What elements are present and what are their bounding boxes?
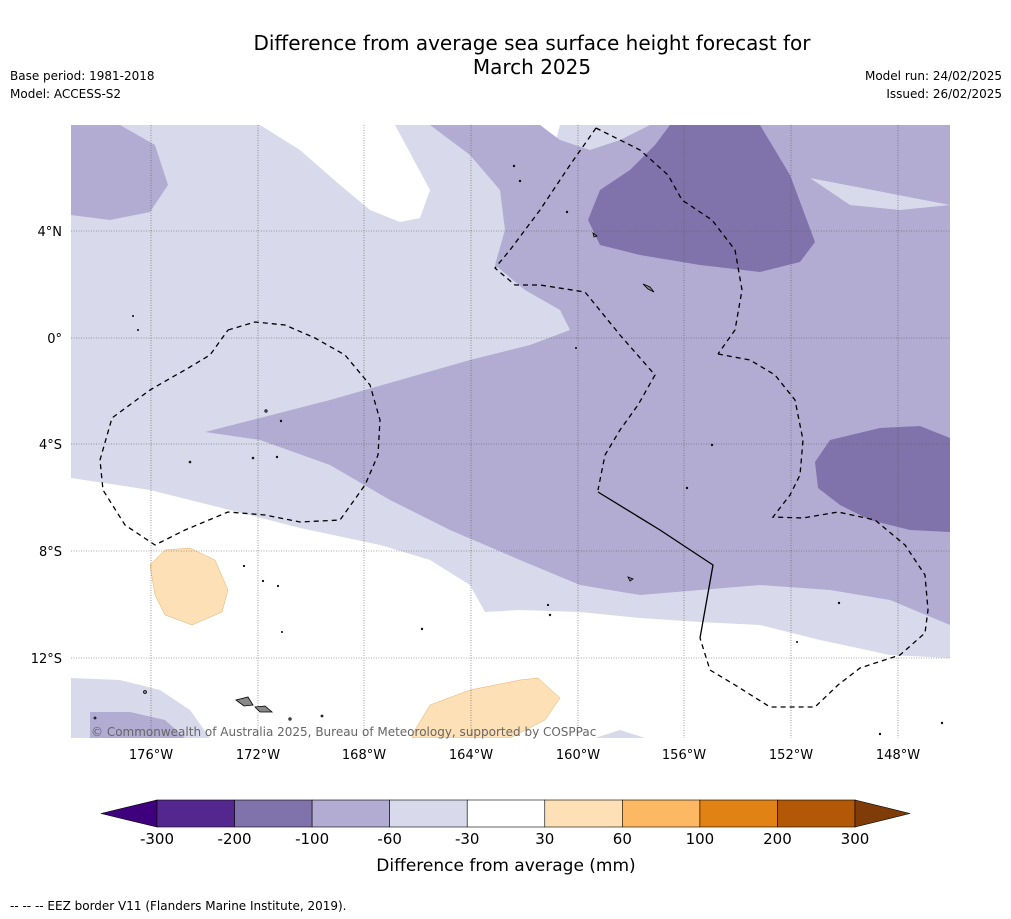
colorbar-tick-label: -60: [377, 830, 402, 848]
eez-borders: [99, 127, 929, 708]
lon-label-156w: 156°W: [662, 748, 706, 763]
map-title-line-2: March 2025: [472, 55, 592, 79]
eez-solid-border: [597, 491, 714, 639]
meta-right: Model run: 24/02/2025 Issued: 26/02/2025: [865, 67, 1002, 103]
lat-label-0: 0°: [47, 332, 62, 347]
colorbar-segment: [544, 799, 623, 828]
colorbar-tick-label: -300: [140, 830, 174, 848]
meta-left: Base period: 1981-2018 Model: ACCESS-S2: [10, 67, 155, 103]
islands: [93, 164, 944, 736]
lon-label-176w: 176°W: [129, 748, 173, 763]
colorbar-tick-label: -200: [218, 830, 252, 848]
colorbar-segment: [622, 799, 701, 828]
contour-minus60-sw2: [90, 712, 185, 738]
colorbar-tick-label: -30: [455, 830, 480, 848]
colorbar-tick-label: 200: [763, 830, 792, 848]
contour-minus30-s: [595, 730, 645, 738]
colorbar-segment: [311, 799, 390, 828]
colorbar-tick-label: 30: [535, 830, 554, 848]
model-name: Model: ACCESS-S2: [10, 87, 122, 101]
latitude-labels: 4°N 0° 4°S 8°S 12°S: [31, 225, 62, 667]
contour-minus100-e: [815, 426, 950, 532]
colorbar-extend-high: [854, 799, 911, 828]
lon-label-152w: 152°W: [769, 748, 813, 763]
contour-plus30-s: [411, 677, 561, 738]
colorbar-ticks: -300 -200 -100 -60 -30 30 60 100 200 300: [140, 830, 869, 848]
colorbar: [100, 799, 911, 828]
lat-label-4n: 4°N: [38, 225, 63, 240]
map-plot-area: [71, 125, 950, 738]
colorbar-segment: [699, 799, 778, 828]
contour-white-top1: [260, 125, 430, 222]
colorbar-tick-label: 300: [841, 830, 870, 848]
copyright-text: © Commonwealth of Australia 2025, Bureau…: [91, 725, 596, 739]
lat-label-8s: 8°S: [39, 545, 62, 560]
map-title: Difference from average sea surface heig…: [0, 31, 1011, 79]
lon-label-160w: 160°W: [556, 748, 600, 763]
graticule: [71, 125, 950, 738]
contour-plus30-w: [149, 547, 229, 626]
lon-label-164w: 164°W: [449, 748, 493, 763]
lon-label-172w: 172°W: [236, 748, 280, 763]
colorbar-extend-low: [100, 799, 158, 828]
contour-minus60-nw: [71, 125, 168, 220]
colorbar-segment: [777, 799, 856, 828]
base-period: Base period: 1981-2018: [10, 69, 155, 83]
colorbar-segment: [234, 799, 313, 828]
colorbar-tick-label: -100: [295, 830, 329, 848]
longitude-labels: 176°W 172°W 168°W 164°W 160°W 156°W 152°…: [129, 748, 920, 763]
colorbar-tick-label: 60: [613, 830, 632, 848]
colorbar-segment: [389, 799, 468, 828]
lat-label-4s: 4°S: [39, 438, 62, 453]
lon-label-168w: 168°W: [342, 748, 386, 763]
issued-date: Issued: 26/02/2025: [886, 87, 1002, 101]
colorbar-title: Difference from average (mm): [376, 856, 635, 876]
colorbar-segment: [156, 799, 235, 828]
colorbar-tick-label: 100: [686, 830, 715, 848]
colorbar-segment: [466, 799, 546, 828]
eez-footnote: -- -- -- EEZ border V11 (Flanders Marine…: [10, 899, 347, 913]
model-run: Model run: 24/02/2025: [864, 69, 1002, 83]
lon-label-148w: 148°W: [876, 748, 920, 763]
map-title-line-1: Difference from average sea surface heig…: [253, 31, 811, 55]
contour-minus100-n: [588, 125, 815, 272]
lat-label-12s: 12°S: [31, 652, 62, 667]
